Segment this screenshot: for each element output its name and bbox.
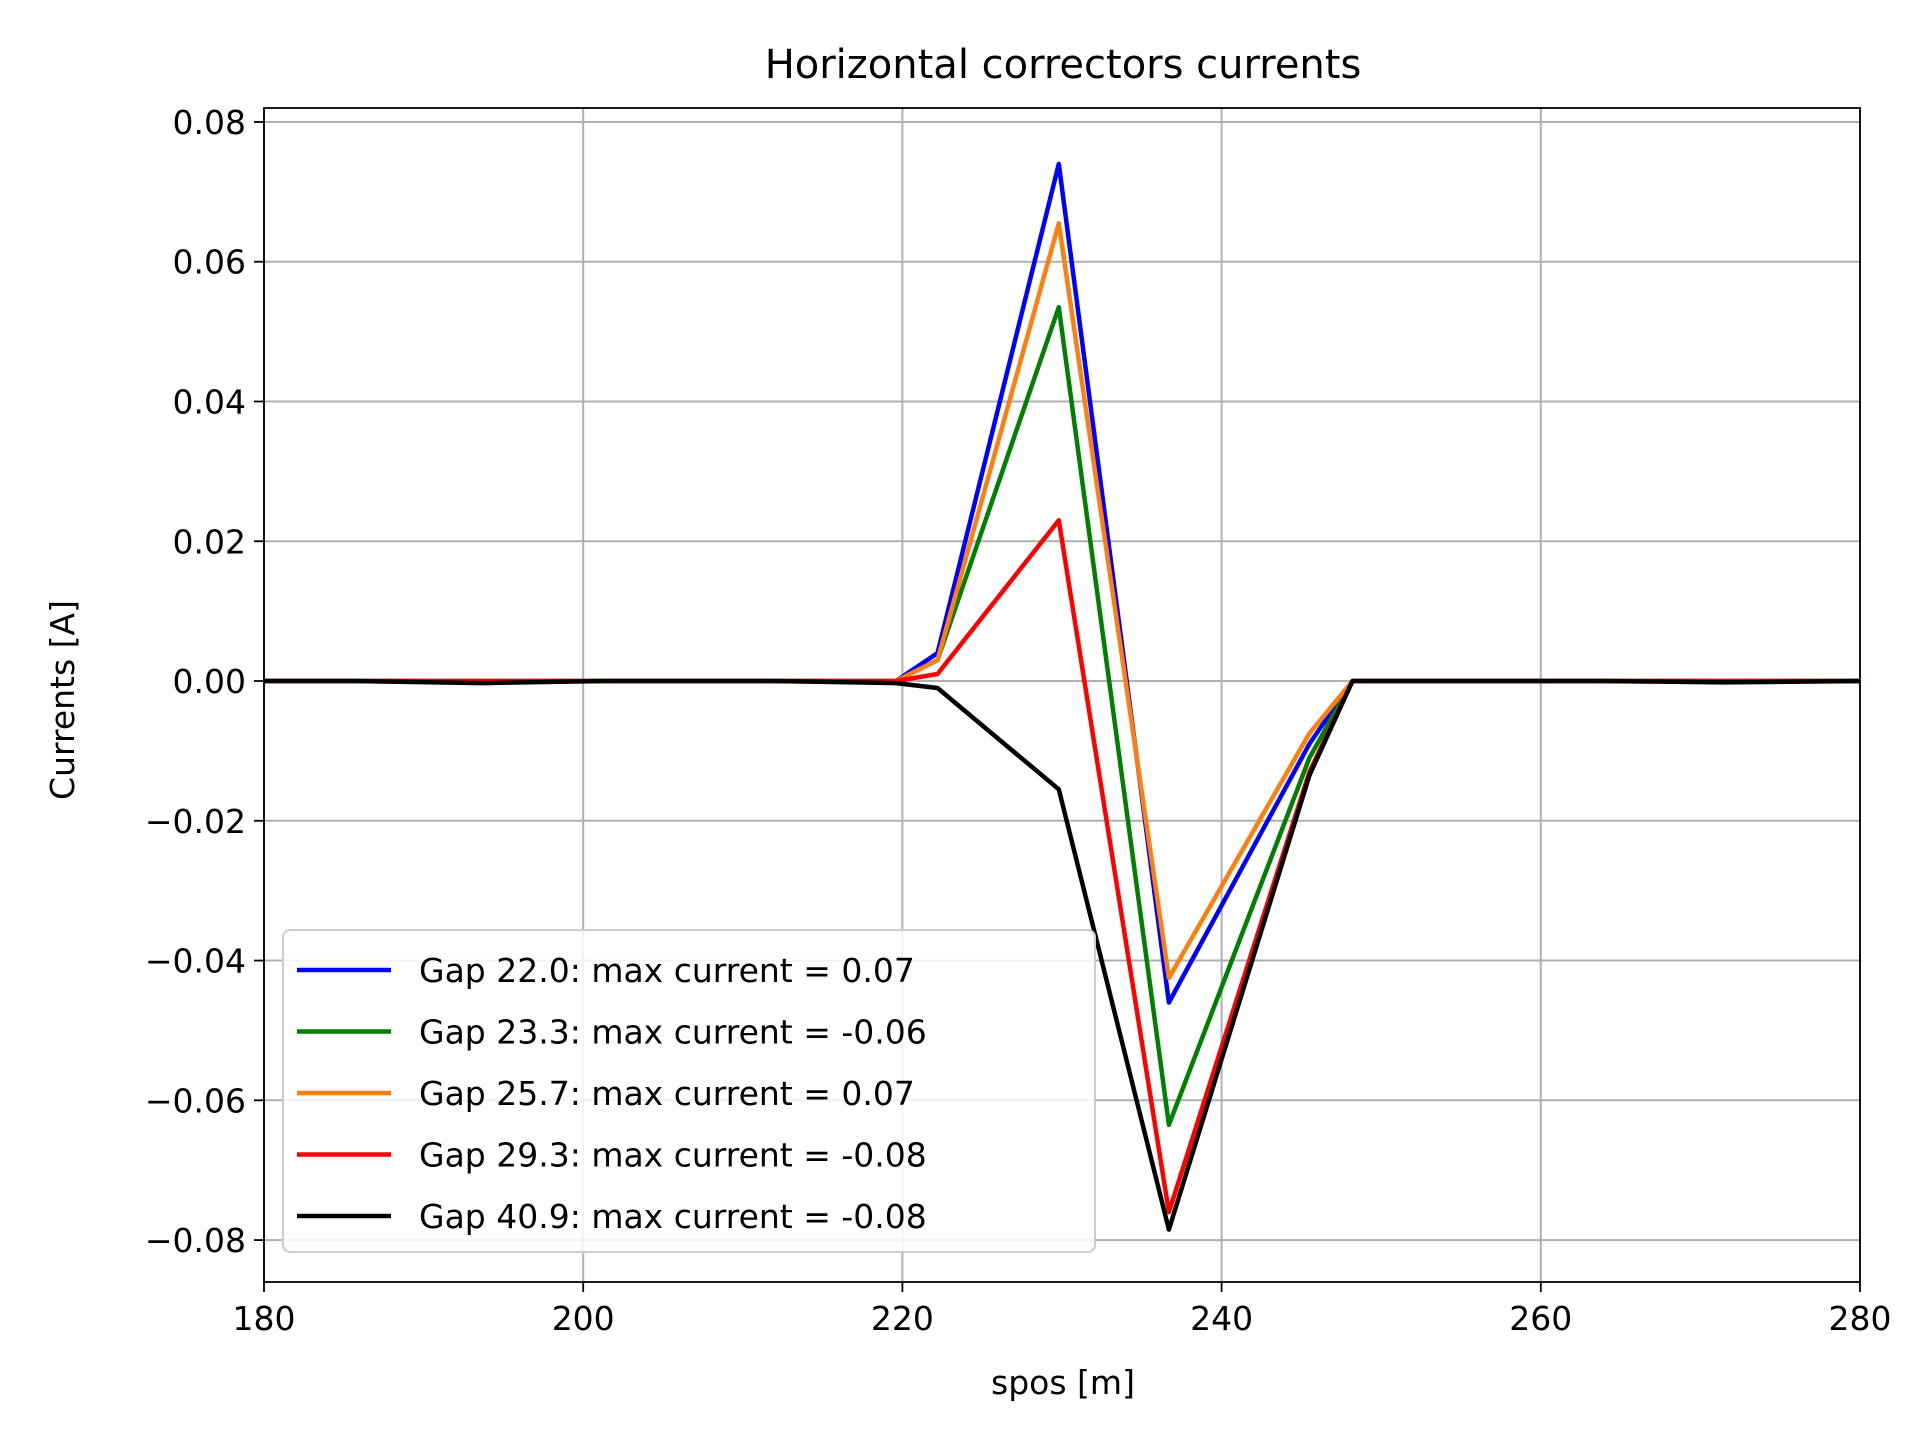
series-line-5 [264,678,1861,1232]
legend-label: Gap 22.0: max current = 0.07 [419,951,915,990]
y-tick-label: 0.02 [173,522,246,561]
legend-label: Gap 25.7: max current = 0.07 [419,1074,915,1113]
y-tick-label: −0.04 [145,942,246,981]
legend-label: Gap 29.3: max current = -0.08 [419,1136,927,1175]
x-tick-label: 220 [871,1299,934,1338]
plot-frame [263,107,1861,1283]
legend-entry: Gap 23.3: max current = -0.06 [297,1013,927,1052]
legend: Gap 22.0: max current = 0.07 Gap 23.3: ma… [282,929,1096,1253]
y-tick-label: −0.02 [145,802,246,841]
x-tick-label: 260 [1509,1299,1572,1338]
x-tick-label: 200 [552,1299,615,1338]
y-axis-label: Currents [A] [43,600,82,800]
legend-label: Gap 23.3: max current = -0.06 [419,1013,927,1052]
x-axis-label: spos [m] [991,1363,1135,1402]
y-tick-label: 0.04 [173,383,246,422]
legend-box [282,929,1096,1253]
x-tick-label: 180 [233,1299,296,1338]
x-tick-label: 240 [1190,1299,1253,1338]
legend-entry: Gap 40.9: max current = -0.08 [297,1197,927,1236]
x-axis: 180 200 220 240 260 280 [233,1282,1892,1338]
legend-entry: Gap 29.3: max current = -0.08 [297,1136,927,1175]
y-tick-label: 0.06 [173,243,246,282]
legend-entry: Gap 22.0: max current = 0.07 [297,951,915,990]
y-tick-label: 0.08 [173,103,246,142]
series-layer [264,161,1861,1232]
y-tick-label: −0.06 [145,1081,246,1120]
legend-entry: Gap 25.7: max current = 0.07 [297,1074,915,1113]
y-axis: 0.08 0.06 0.04 0.02 0.00 −0.02 −0.04 −0.06 −0.08 [145,103,264,1260]
x-tick-label: 280 [1829,1299,1892,1338]
y-tick-label: −0.08 [145,1221,246,1260]
legend-label: Gap 40.9: max current = -0.08 [419,1197,927,1236]
y-tick-label: 0.00 [173,662,246,701]
chart-title: Horizontal correctors currents [765,42,1362,88]
